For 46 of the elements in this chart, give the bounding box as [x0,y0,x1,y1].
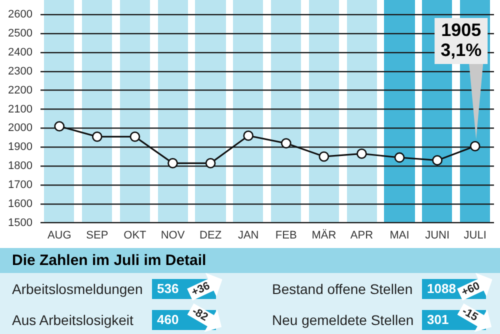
text: 301 [427,312,449,327]
point [243,130,254,141]
x-tick-label: NOV [160,229,186,242]
y-tick-label: 1800 [8,160,32,172]
annotation: 1905 3,1% [440,20,482,60]
x-tick-label: JUNI [425,229,450,242]
point [470,140,480,152]
text: 460 [157,312,179,327]
y-tick-label: 2500 [8,28,32,40]
point [394,152,405,163]
point [92,131,102,142]
point [318,151,330,162]
y-tick-label: 1900 [8,141,32,154]
point [280,138,292,149]
x-tick-label: FEB [275,229,297,242]
point [356,148,367,159]
y-tick-label: 2000 [8,122,32,134]
text: 536 [157,281,179,296]
y-tick-label: 2600 [8,8,32,21]
point [168,158,178,168]
text: Bestand offene Stellen [272,281,413,297]
y-tick-label: 1600 [8,198,32,210]
x-tick-label: OKT [124,229,147,242]
x-tick-label: JULI [464,229,486,242]
y-tick-label: 2100 [8,103,32,116]
point [54,121,65,132]
point [432,155,443,166]
y-tick-label: 2200 [8,84,32,96]
y-tick-label: 2300 [8,65,32,78]
x-tick-label: AUG [47,229,72,242]
y-tick-label: 1700 [8,178,32,191]
y-tick-label: 2400 [8,46,32,58]
point [205,158,216,168]
x-tick-label: JAN [238,229,259,242]
x-tick-label: MÄR [312,228,336,242]
y-tick-label: 1500 [8,216,32,229]
point [130,131,140,142]
text: Arbeitslosmeldungen [12,281,143,297]
text: Neu gemeldete Stellen [272,312,414,328]
x-tick-label: APR [350,229,374,242]
text: Die Zahlen im Juli im Detail [0,248,500,273]
x-tick-label: DEZ [200,229,222,242]
x-tick-label: SEP [86,229,108,242]
x-tick-label: MAI [390,229,410,242]
text: 1088 [427,281,456,296]
text: Aus Arbeitslosigkeit [12,312,134,328]
